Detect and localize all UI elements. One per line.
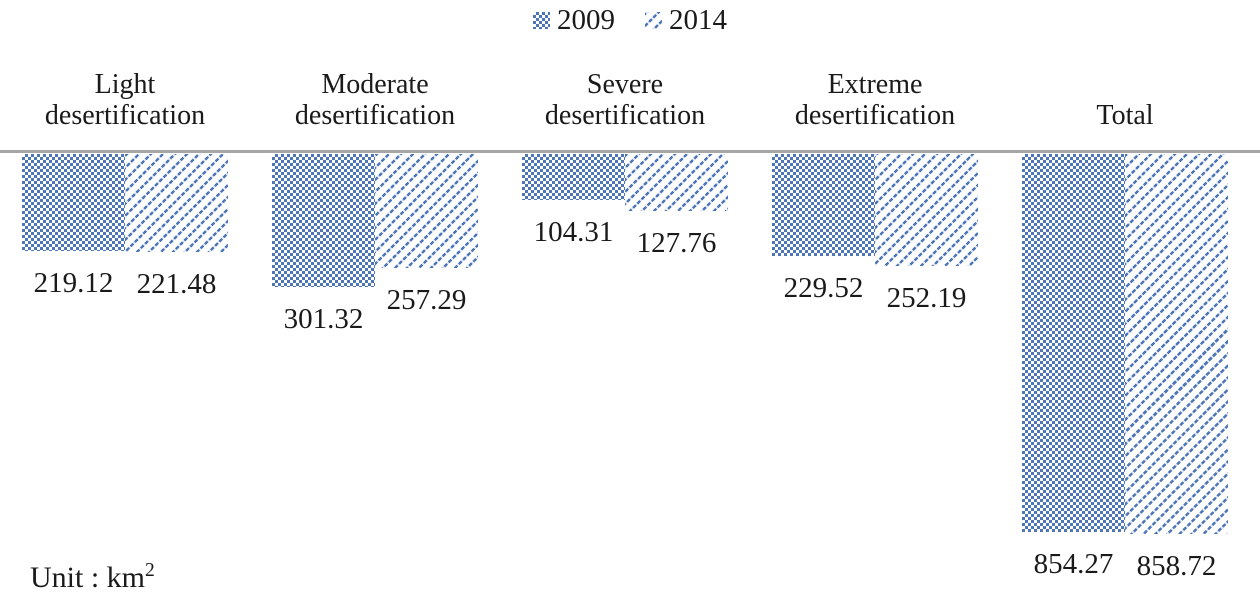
bar-2009 bbox=[772, 154, 875, 256]
category-labels-row: Light desertification Moderate desertific… bbox=[0, 0, 1260, 138]
bar-2009 bbox=[1022, 154, 1125, 532]
value-label-2009: 104.31 bbox=[533, 216, 614, 248]
value-label-2009: 301.32 bbox=[283, 303, 364, 335]
value-label-2009: 229.52 bbox=[783, 272, 864, 304]
checker-pattern-swatch-icon bbox=[533, 12, 550, 29]
category-label: Light desertification bbox=[44, 68, 206, 132]
legend-label-2009: 2009 bbox=[557, 4, 615, 36]
axis-baseline bbox=[0, 150, 1260, 153]
unit-text: Unit : km bbox=[30, 561, 146, 594]
legend-label-2014: 2014 bbox=[669, 4, 727, 36]
category-label: Total bbox=[1096, 100, 1154, 132]
legend-item-2014: 2014 bbox=[645, 4, 727, 37]
bar-2014 bbox=[1125, 154, 1228, 534]
bar-2014 bbox=[125, 154, 228, 252]
bar-2014 bbox=[625, 154, 728, 211]
legend: 2009 2014 bbox=[0, 4, 1260, 37]
category-label: Severe desertification bbox=[544, 68, 706, 132]
diagonal-stripe-pattern-swatch-icon bbox=[645, 12, 662, 29]
bar-2014 bbox=[875, 154, 978, 266]
value-label-2014: 127.76 bbox=[636, 227, 717, 259]
legend-item-2009: 2009 bbox=[533, 4, 615, 37]
value-label-2014: 252.19 bbox=[886, 282, 967, 314]
bar-2009 bbox=[22, 154, 125, 251]
value-label-2009: 854.27 bbox=[1033, 548, 1114, 580]
unit-superscript: 2 bbox=[145, 560, 155, 581]
value-label-2014: 221.48 bbox=[136, 268, 217, 300]
bar-2009 bbox=[272, 154, 375, 287]
unit-label: Unit : km2 bbox=[30, 560, 155, 595]
value-label-2014: 858.72 bbox=[1136, 550, 1217, 582]
category-label: Moderate desertification bbox=[294, 68, 456, 132]
value-label-2014: 257.29 bbox=[386, 284, 467, 316]
category-label: Extreme desertification bbox=[794, 68, 956, 132]
bar-2014 bbox=[375, 154, 478, 268]
bar-2009 bbox=[522, 154, 625, 200]
value-label-2009: 219.12 bbox=[33, 267, 114, 299]
